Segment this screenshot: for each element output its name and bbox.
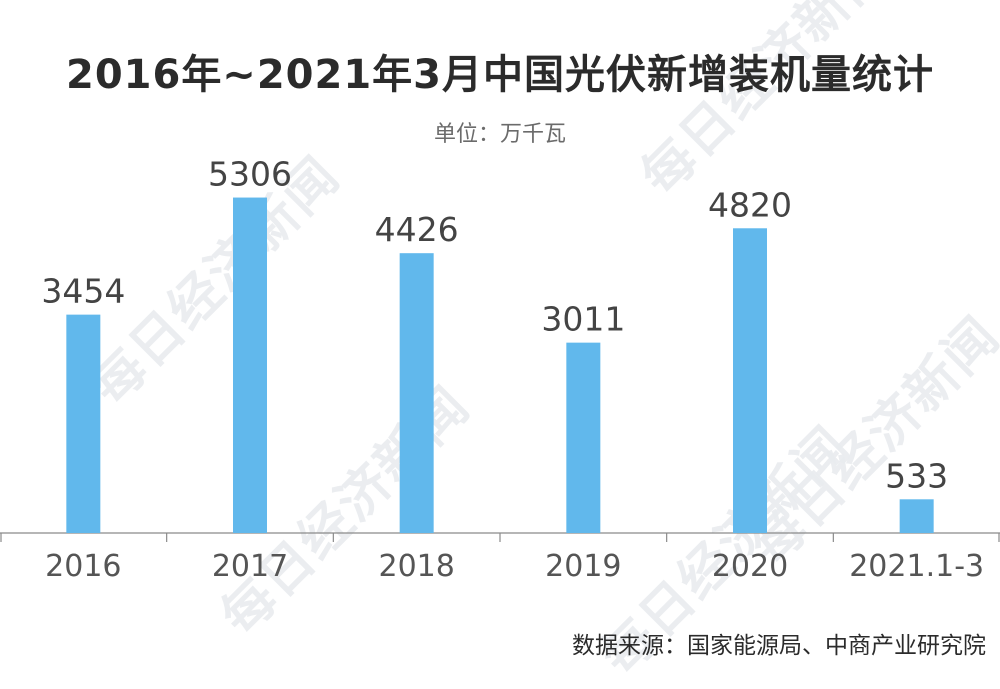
x-tick-label-2021.1-3: 2021.1-3 (849, 549, 984, 584)
bar-2017 (233, 197, 267, 533)
value-label-2020: 4820 (708, 185, 792, 224)
x-tick-label-2016: 2016 (45, 549, 121, 584)
chart-title: 2016年~2021年3月中国光伏新增装机量统计 (65, 52, 934, 98)
data-source: 数据来源：国家能源局、中商产业研究院 (572, 633, 986, 659)
bar-2018 (399, 253, 434, 534)
value-label-2021.1-3: 533 (885, 456, 948, 495)
x-tick-label-2018: 2018 (378, 549, 454, 584)
x-tick-label-2020: 2020 (712, 549, 788, 584)
x-tick-label-2019: 2019 (545, 549, 621, 584)
value-label-2018: 4426 (375, 210, 459, 249)
x-tick-label-2017: 2017 (212, 549, 288, 584)
value-label-2017: 5306 (208, 155, 292, 194)
bar-2016 (66, 314, 101, 533)
value-label-2016: 3454 (41, 272, 125, 311)
value-label-2019: 3011 (541, 300, 625, 339)
bar-2019 (566, 342, 601, 533)
unit-label: 单位：万千瓦 (433, 122, 566, 147)
bar-2021.1-3 (899, 499, 934, 533)
bar-2020 (733, 228, 767, 534)
